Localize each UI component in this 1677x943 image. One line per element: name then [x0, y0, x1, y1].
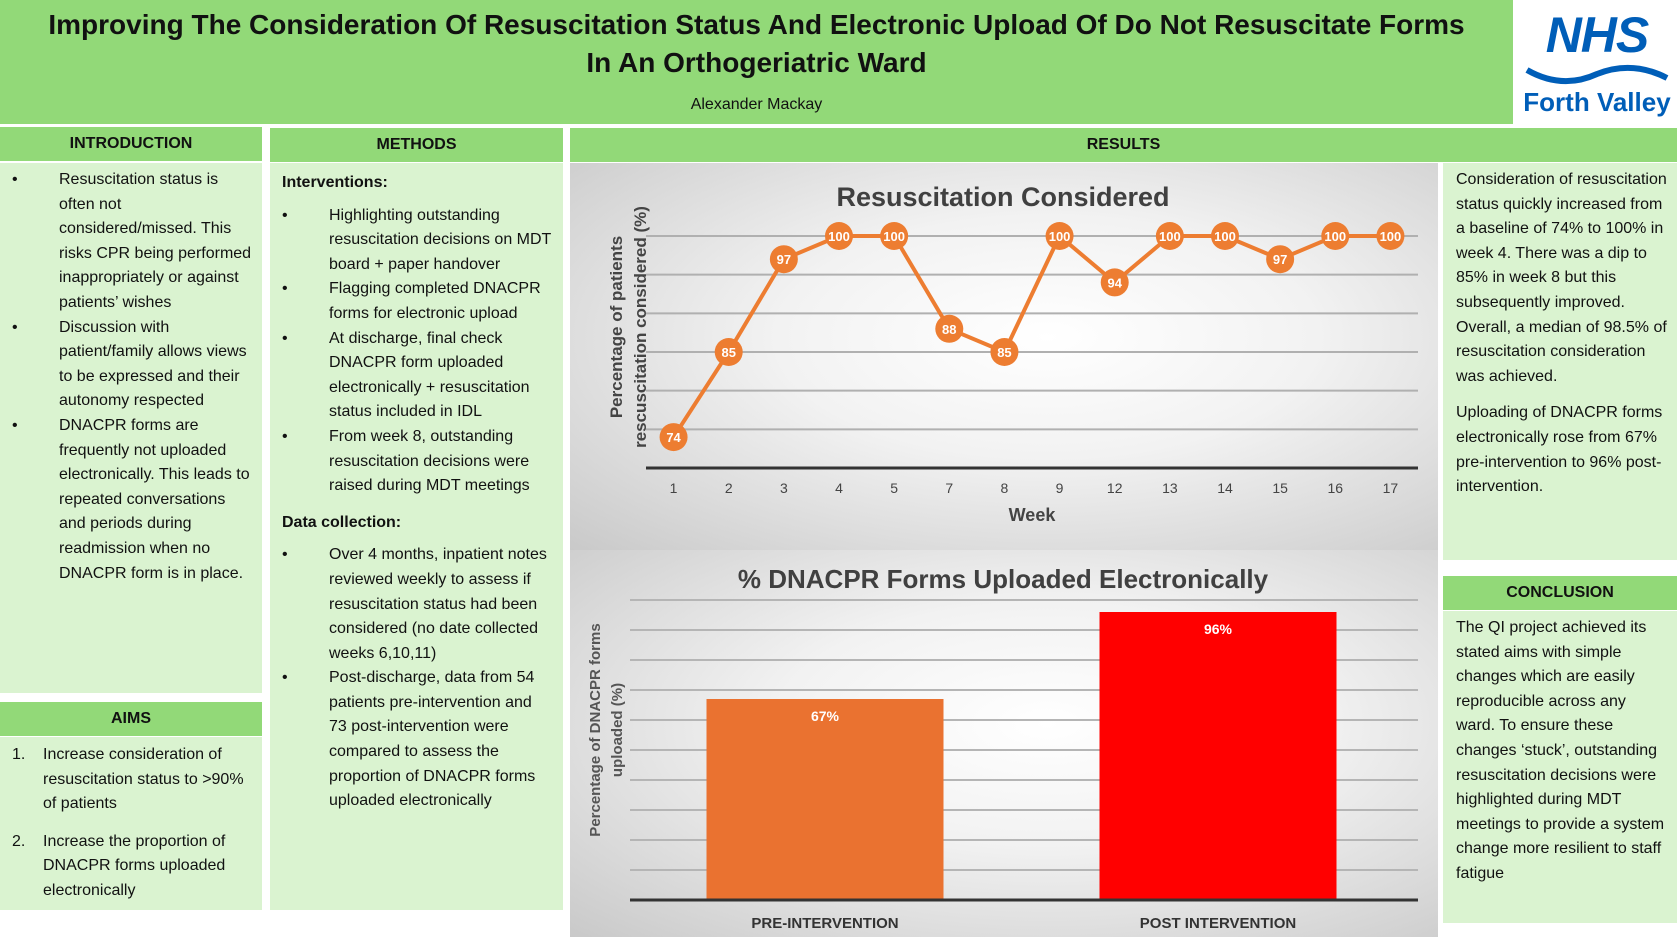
data-point [1045, 222, 1074, 250]
x-tick-label: 17 [1383, 480, 1399, 496]
bar [1099, 612, 1337, 900]
x-axis-label: Week [1009, 505, 1057, 525]
conclusion-panel: The QI project achieved its stated aims … [1443, 611, 1677, 923]
data-point [1100, 268, 1129, 297]
x-tick-label: 7 [945, 480, 953, 496]
bar [706, 699, 944, 900]
x-tick-label: 8 [1001, 480, 1009, 496]
data-label: 88 [942, 322, 956, 337]
chart-title: % DNACPR Forms Uploaded Electronically [738, 564, 1269, 594]
logo-nhs: NHS [1545, 7, 1650, 63]
x-tick-label: 12 [1107, 480, 1123, 496]
methods-panel: Interventions: Highlighting outstanding … [270, 163, 563, 910]
data-point [769, 245, 798, 274]
results-paragraph: Uploading of DNACPR forms electronically… [1456, 404, 1663, 496]
introduction-heading: INTRODUCTION [0, 127, 262, 161]
x-tick-label: 2 [725, 480, 733, 496]
data-point [659, 423, 688, 452]
x-tick-label: 14 [1217, 480, 1233, 496]
data-point [935, 314, 964, 343]
svg-text:rescuscitation considered (%): rescuscitation considered (%) [631, 206, 650, 448]
aims-panel: 1. Increase consideration of resuscitatio… [0, 737, 262, 910]
intervention-item: From week 8, outstanding resuscitation d… [270, 425, 553, 499]
results-text-panel: Consideration of resuscitation status qu… [1443, 163, 1677, 560]
data-point [1211, 222, 1239, 250]
data-label: 100 [1324, 229, 1346, 244]
results-paragraph: Consideration of resuscitation status qu… [1456, 171, 1667, 385]
intervention-item: Flagging completed DNACPR forms for elec… [270, 277, 553, 326]
x-tick-label: 16 [1327, 480, 1343, 496]
x-tick-label: POST INTERVENTION [1140, 915, 1296, 932]
aim-item: 1. Increase consideration of resuscitatio… [12, 746, 244, 813]
bar-chart-svg: % DNACPR Forms Uploaded Electronically P… [587, 564, 1418, 932]
data-point [1155, 222, 1184, 250]
data-point [1376, 222, 1405, 250]
data-point [1321, 222, 1350, 250]
data-point [714, 338, 743, 366]
poster-title: Improving The Consideration Of Resuscita… [48, 9, 1465, 78]
x-tick-label: 9 [1056, 480, 1064, 496]
logo-org: Forth Valley [1523, 87, 1671, 117]
data-label: 97 [1273, 252, 1287, 267]
methods-heading: METHODS [270, 128, 563, 162]
results-heading: RESULTS [570, 128, 1677, 162]
data-label: 85 [997, 345, 1011, 360]
interventions-label: Interventions: [282, 174, 388, 191]
svg-text:Percentage of DNACPR forms: Percentage of DNACPR forms [587, 623, 604, 836]
data-label: 100 [883, 229, 905, 244]
x-tick-label: 4 [835, 480, 843, 496]
intervention-item: At discharge, final check DNACPR form up… [270, 327, 553, 425]
x-tick-label: 3 [780, 480, 788, 496]
poster-header: Improving The Consideration Of Resuscita… [0, 0, 1513, 124]
data-point [1266, 245, 1295, 274]
data-label: 100 [1214, 229, 1236, 244]
x-tick-label: PRE-INTERVENTION [751, 915, 898, 932]
wave-icon [1525, 64, 1669, 85]
aim-item: 2. Increase the proportion of DNACPR form… [12, 832, 226, 899]
data-item: Post-discharge, data from 54 patients pr… [270, 666, 553, 814]
data-label: 67% [811, 708, 840, 724]
data-label: 100 [1159, 229, 1181, 244]
svg-text:uploaded (%): uploaded (%) [609, 683, 626, 777]
data-item: Over 4 months, inpatient notes reviewed … [270, 543, 553, 666]
x-tick-label: 1 [670, 480, 678, 496]
conclusion-heading: CONCLUSION [1443, 576, 1677, 610]
intro-item: DNACPR forms are frequently not uploaded… [0, 414, 254, 586]
bar-chart: % DNACPR Forms Uploaded Electronically P… [570, 550, 1438, 937]
data-point [880, 222, 909, 250]
y-axis-label: Percentage of DNACPR forms uploaded (%) [587, 623, 626, 836]
x-tick-label: 13 [1162, 480, 1178, 496]
introduction-panel: Resuscitation status is often not consid… [0, 163, 262, 693]
line-chart-svg: Resuscitation Considered Percentage of p… [607, 182, 1418, 525]
svg-text:Percentage of patients: Percentage of patients [607, 236, 626, 418]
chart-title: Resuscitation Considered [836, 182, 1169, 212]
x-tick-label: 15 [1272, 480, 1288, 496]
data-label: 100 [828, 229, 850, 244]
intervention-item: Highlighting outstanding resuscitation d… [270, 204, 553, 278]
data-label: 100 [1049, 229, 1071, 244]
data-label: 94 [1107, 275, 1122, 290]
author: Alexander Mackay [690, 96, 823, 113]
data-point [825, 222, 853, 250]
x-tick-label: 5 [890, 480, 898, 496]
nhs-logo: NHS Forth Valley [1517, 0, 1677, 124]
data-label: 100 [1380, 229, 1402, 244]
data-collection-label: Data collection: [282, 513, 402, 531]
data-label: 85 [721, 345, 735, 360]
aims-heading: AIMS [0, 702, 262, 736]
line-chart: Resuscitation Considered Percentage of p… [570, 163, 1438, 550]
intro-item: Resuscitation status is often not consid… [0, 168, 254, 316]
y-axis-label: Percentage of patients rescuscitation co… [607, 206, 650, 448]
data-label: 96% [1204, 621, 1233, 637]
data-label: 74 [666, 430, 681, 445]
data-point [990, 338, 1019, 366]
data-label: 97 [777, 252, 791, 267]
conclusion-text: The QI project achieved its stated aims … [1456, 619, 1665, 882]
intro-item: Discussion with patient/family allows vi… [0, 316, 254, 414]
